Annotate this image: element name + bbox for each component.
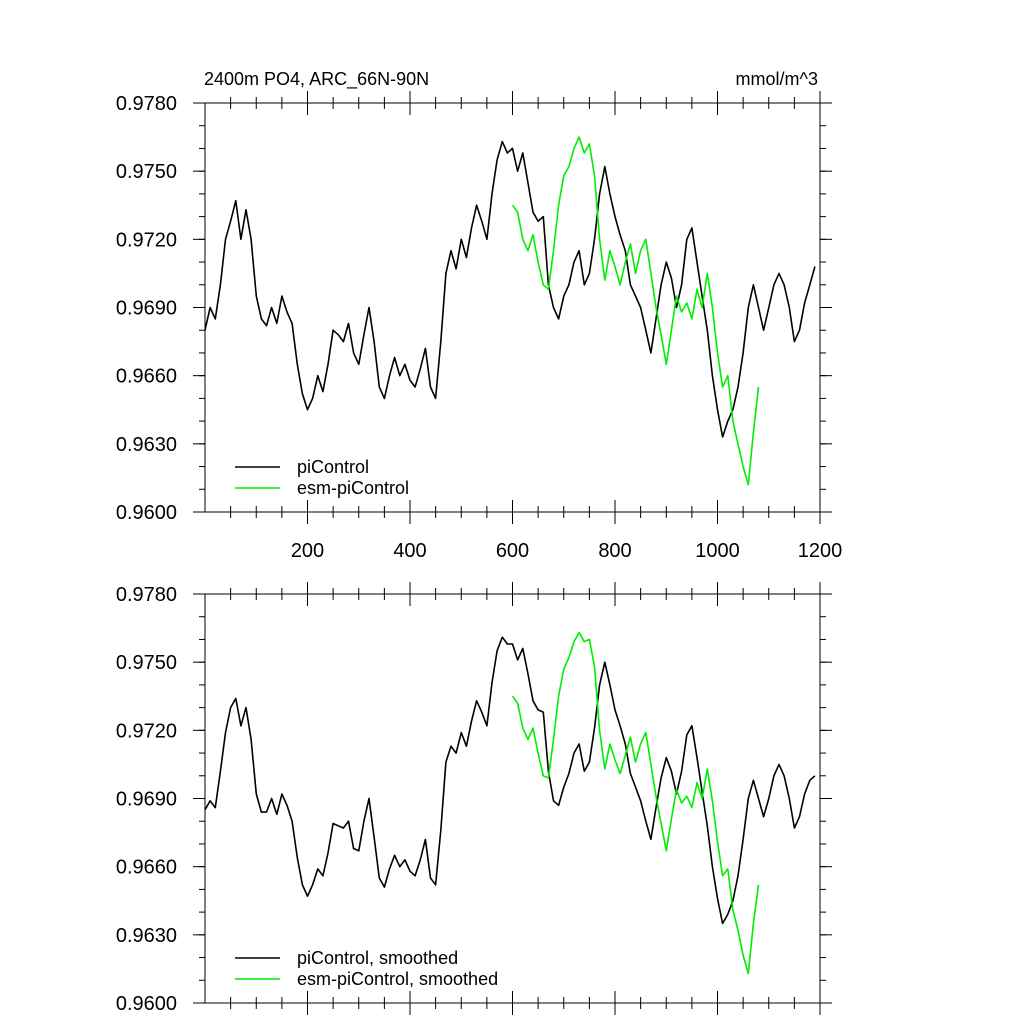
series-line-picontrol-smoothed bbox=[204, 636, 816, 925]
plot-frame bbox=[204, 593, 821, 1004]
legend-label: piControl, smoothed bbox=[297, 948, 458, 968]
x-tick-label: 200 bbox=[291, 540, 324, 562]
x-tick-label: 400 bbox=[393, 540, 426, 562]
y-tick-label: 0.9750 bbox=[116, 161, 177, 183]
y-tick-label: 0.9690 bbox=[116, 789, 177, 811]
y-tick-label: 0.9660 bbox=[116, 366, 177, 388]
legend-label: esm-piControl bbox=[297, 478, 409, 498]
plot-frame bbox=[204, 102, 821, 513]
y-tick-label: 0.9750 bbox=[116, 652, 177, 674]
y-tick-label: 0.9630 bbox=[116, 925, 177, 947]
chart-title: 2400m PO4, ARC_66N-90N bbox=[204, 69, 429, 90]
y-tick-label: 0.9600 bbox=[116, 993, 177, 1015]
x-tick-label: 800 bbox=[598, 540, 631, 562]
y-tick-label: 0.9660 bbox=[116, 857, 177, 879]
y-tick-label: 0.9780 bbox=[116, 93, 177, 115]
y-tick-label: 0.9600 bbox=[116, 502, 177, 524]
x-tick-label: 1000 bbox=[695, 540, 740, 562]
series-line-picontrol bbox=[204, 140, 816, 438]
bottom-panel: 0.9600 0.9630 0.9660 0.9690 0.9720 0.9750 0.97… bbox=[116, 582, 832, 1015]
top-panel: 200 400 600 800 1000 1200 0.9600 0.9630 0.9660 0.… bbox=[116, 91, 842, 562]
y-tick-label: 0.9630 bbox=[116, 434, 177, 456]
y-tick-label: 0.9690 bbox=[116, 298, 177, 320]
y-tick-label: 0.9720 bbox=[116, 229, 177, 251]
units-label: mmol/m^3 bbox=[736, 69, 818, 89]
x-tick-label: 600 bbox=[496, 540, 529, 562]
legend-label: esm-piControl, smoothed bbox=[297, 969, 498, 989]
x-tick-label: 1200 bbox=[798, 540, 843, 562]
y-tick-label: 0.9780 bbox=[116, 584, 177, 606]
series-line-esm-picontrol-smoothed bbox=[511, 631, 760, 975]
legend-label: piControl bbox=[297, 457, 369, 477]
series-line-esm-picontrol bbox=[511, 136, 760, 486]
y-tick-label: 0.9720 bbox=[116, 720, 177, 742]
